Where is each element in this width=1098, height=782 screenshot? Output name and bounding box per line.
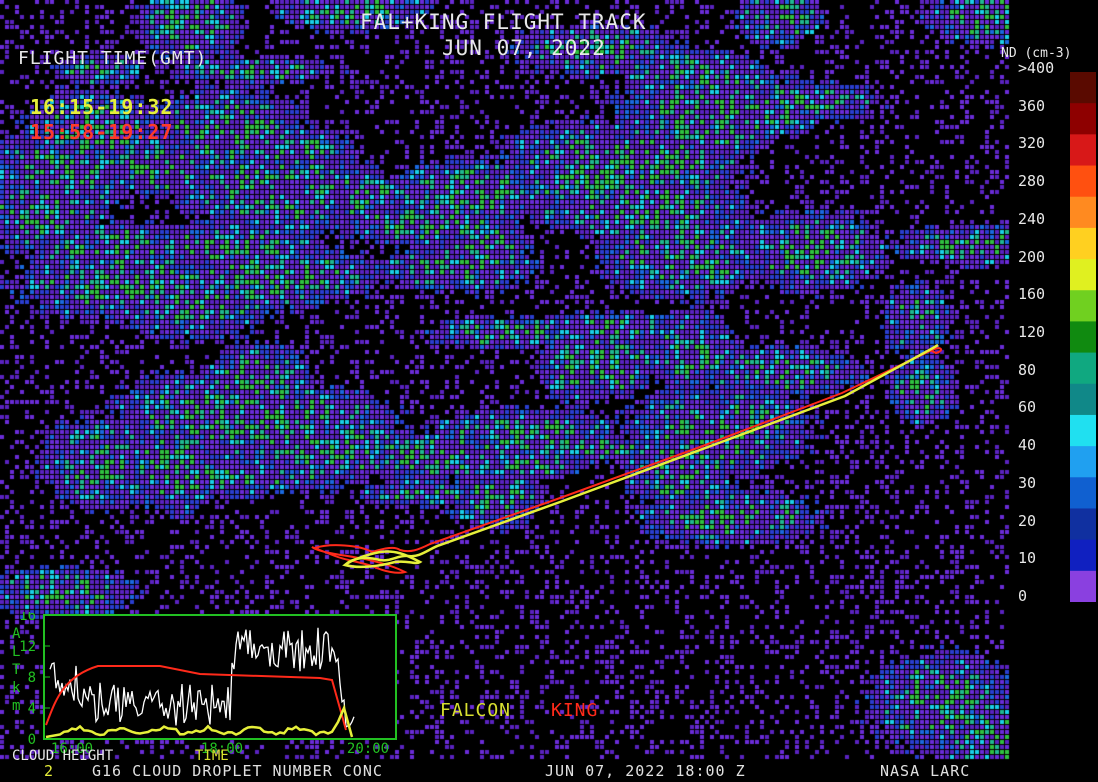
colorbar-tick-label: 60 [1018, 398, 1037, 417]
legend-king: KING [551, 700, 599, 721]
colorbar-tick-label: 320 [1018, 134, 1046, 153]
colorbar-tick-label: 0 [1018, 587, 1028, 605]
colorbar-swatch [1070, 196, 1096, 229]
colorbar-tick-label: >400 [1018, 59, 1055, 77]
inset-xtick: 18:00 [201, 741, 243, 757]
legend-falcon: FALCON [440, 700, 512, 721]
falcon-flight-time: 16:15-19:32 [30, 95, 174, 119]
footer-product: G16 CLOUD DROPLET NUMBER CONC [92, 762, 383, 780]
footer-credit: NASA LARC [880, 762, 971, 780]
colorbar-tick-label: 280 [1018, 172, 1046, 191]
colorbar-unit: ND (cm-3) [1001, 46, 1072, 61]
inset-ytick: 4 [28, 701, 36, 717]
colorbar-swatch [1070, 165, 1096, 198]
colorbar-swatch [1070, 414, 1096, 448]
colorbar-tick-label: 30 [1018, 473, 1037, 492]
map-date: JUN 07, 2022 [442, 36, 606, 60]
colorbar-swatch [1070, 383, 1096, 416]
cloud-height-series [49, 627, 355, 729]
colorbar-swatch [1070, 321, 1096, 354]
colorbar-tick-label: 200 [1018, 247, 1046, 266]
colorbar-swatch [1070, 570, 1096, 602]
king-track-loop [311, 546, 408, 574]
king-flight-track [314, 347, 943, 554]
colorbar-swatch [1070, 539, 1096, 572]
colorbar-swatch [1070, 477, 1096, 510]
inset-xtick: 20:00 [347, 741, 389, 757]
inset-ytick: 16 [19, 612, 36, 624]
colorbar-swatch [1070, 103, 1096, 136]
inset-ytick: 12 [19, 639, 36, 655]
colorbar-tick-label: 120 [1018, 323, 1046, 341]
colorbar-tick-label: 20 [1018, 511, 1037, 530]
footer-datetime: JUN 07, 2022 18:00 Z [545, 762, 746, 780]
colorbar-swatch [1070, 446, 1096, 479]
colorbar-tick-label: 240 [1018, 209, 1046, 228]
flight-time-label: FLIGHT TIME(GMT) [18, 48, 208, 69]
footer-bar: 2 G16 CLOUD DROPLET NUMBER CONC JUN 07, … [0, 760, 1098, 782]
colorbar-tick-label: 10 [1018, 549, 1037, 568]
falcon-track-loop [342, 550, 423, 569]
footer-number: 2 [44, 762, 55, 780]
colorbar-tick-label: 40 [1018, 436, 1037, 455]
inset-yaxis-letter: L [12, 644, 20, 660]
inset-yaxis-letter: A [12, 626, 21, 642]
colorbar-swatch [1070, 352, 1096, 385]
map-title: FAL+KING FLIGHT TRACK [360, 10, 647, 34]
inset-ytick: 0 [28, 732, 36, 748]
flight-tracks [311, 343, 943, 574]
colorbar-tick-label: 360 [1018, 96, 1046, 115]
colorbar-swatch [1070, 72, 1096, 105]
colorbar-swatch [1070, 290, 1096, 323]
colorbar-tick-label: 80 [1018, 360, 1037, 379]
inset-ytick: 8 [28, 670, 36, 686]
colorbar-swatch [1070, 134, 1096, 167]
inset-yaxis-letter: T [12, 662, 21, 678]
inset-xtick: 16:00 [51, 741, 93, 757]
colorbar-swatch [1070, 508, 1096, 541]
falcon-flight-track [344, 343, 939, 566]
inset-yaxis-letter: k [12, 680, 21, 696]
king-flight-time: 15:58-19:27 [30, 120, 174, 144]
king-altitude-series [45, 665, 347, 731]
colorbar-tick-label: 160 [1018, 285, 1046, 304]
colorbar-swatch [1070, 259, 1096, 292]
colorbar-swatch [1070, 227, 1096, 261]
falcon-altitude-series [45, 704, 354, 739]
colorbar [1070, 72, 1096, 602]
inset-yaxis-letter: m [12, 698, 20, 714]
